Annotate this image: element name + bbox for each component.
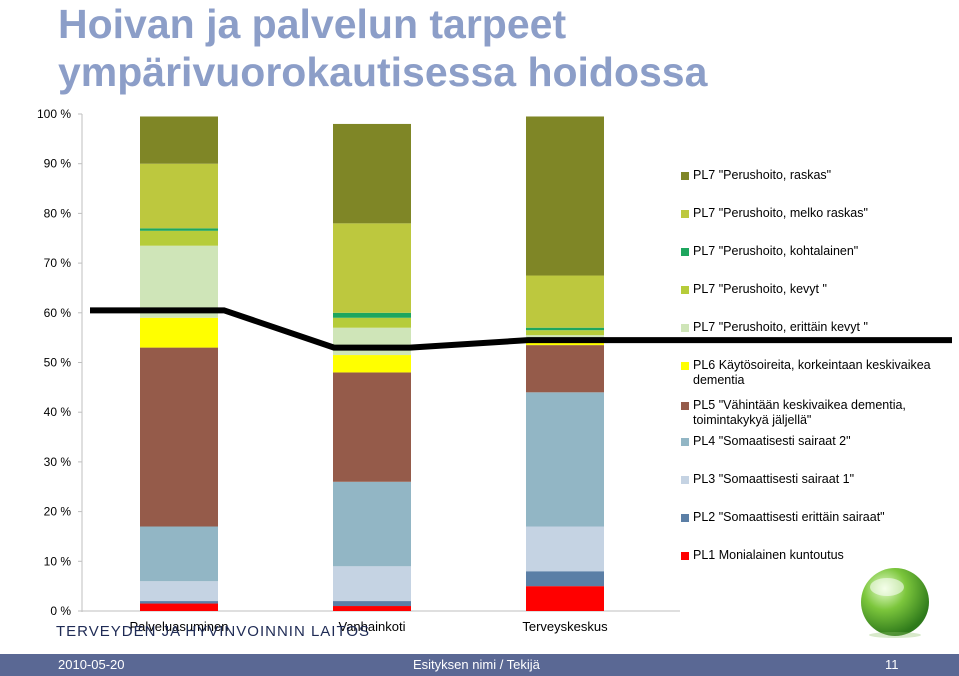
legend-item: PL4 "Somaatisesti sairaat 2" bbox=[681, 434, 957, 449]
legend-label: PL2 "Somaattisesti erittäin sairaat" bbox=[693, 510, 885, 524]
bar-segment bbox=[333, 355, 411, 373]
legend-item: PL7 "Perushoito, melko raskas" bbox=[681, 206, 957, 221]
y-tick-label: 0 % bbox=[50, 604, 71, 618]
y-tick-label: 10 % bbox=[44, 554, 72, 568]
bar-segment bbox=[333, 481, 411, 567]
y-tick-label: 90 % bbox=[44, 157, 72, 171]
legend-swatch bbox=[681, 324, 689, 332]
bar-segment bbox=[333, 372, 411, 482]
bar-segment bbox=[526, 275, 604, 328]
bar-segment bbox=[333, 601, 411, 607]
y-tick-label: 50 % bbox=[44, 356, 72, 370]
y-tick-label: 20 % bbox=[44, 505, 72, 519]
legend-swatch bbox=[681, 476, 689, 484]
bar-segment bbox=[140, 116, 218, 164]
legend-item: PL2 "Somaattisesti erittäin sairaat" bbox=[681, 510, 957, 525]
bar-segment bbox=[333, 123, 411, 224]
bar-segment bbox=[333, 317, 411, 328]
legend-label: PL7 "Perushoito, raskas" bbox=[693, 168, 832, 182]
bar-segment bbox=[526, 586, 604, 611]
bar-segment bbox=[140, 230, 218, 246]
footer-page-number: 11 bbox=[885, 657, 899, 672]
y-tick-label: 70 % bbox=[44, 256, 72, 270]
footer-bar: 2010-05-20 Esityksen nimi / Tekijä 11 bbox=[0, 654, 959, 676]
bar-segment bbox=[526, 392, 604, 527]
bar-segment bbox=[526, 116, 604, 276]
legend-label: PL7 "Perushoito, kevyt " bbox=[693, 282, 827, 296]
legend-item: PL5 "Vähintään keskivaikea dementia, toi… bbox=[681, 398, 957, 428]
legend-item: PL6 Käytösoireita, korkeintaan keskivaik… bbox=[681, 358, 957, 388]
x-tick-label: Terveyskeskus bbox=[522, 619, 608, 634]
bar-segment bbox=[333, 327, 411, 356]
bar-segment bbox=[526, 342, 604, 346]
legend-swatch bbox=[681, 210, 689, 218]
bar-segment bbox=[140, 603, 218, 611]
bar-segment bbox=[140, 245, 218, 318]
legend-swatch bbox=[681, 286, 689, 294]
threshold-line bbox=[90, 307, 952, 351]
bar-segment bbox=[333, 566, 411, 602]
bar-segment bbox=[526, 345, 604, 393]
y-tick-label: 30 % bbox=[44, 455, 72, 469]
x-axis-labels: Palveluasuminen Vanhainkoti Terveyskeskus bbox=[129, 619, 608, 634]
bar-segment bbox=[333, 223, 411, 313]
bar-stacks bbox=[140, 116, 604, 611]
bar-segment bbox=[333, 312, 411, 318]
y-tick-label: 100 % bbox=[37, 107, 71, 121]
x-tick-label: Vanhainkoti bbox=[339, 619, 406, 634]
legend-item: PL1 Monialainen kuntoutus bbox=[681, 548, 957, 563]
bar-segment bbox=[526, 526, 604, 572]
y-axis-ticks: 0 % 10 % 20 % 30 % 40 % 50 % 60 % 70 % 80 % 90 % 1… bbox=[37, 107, 82, 618]
legend-label: PL3 "Somaattisesti sairaat 1" bbox=[693, 472, 855, 486]
bar-segment bbox=[140, 228, 218, 231]
legend-item: PL7 "Perushoito, kohtalainen" bbox=[681, 244, 957, 259]
bar-segment bbox=[140, 601, 218, 604]
bar-segment bbox=[140, 526, 218, 582]
legend-label: PL7 "Perushoito, erittäin kevyt " bbox=[693, 320, 868, 334]
legend-label: PL7 "Perushoito, kohtalainen" bbox=[693, 244, 859, 258]
bar-segment bbox=[140, 163, 218, 229]
organization-logo-text: TERVEYDEN JA HYVINVOINNIN LAITOS bbox=[56, 623, 371, 640]
legend-label: PL4 "Somaatisesti sairaat 2" bbox=[693, 434, 851, 448]
legend-label: PL7 "Perushoito, melko raskas" bbox=[693, 206, 868, 220]
footer-date: 2010-05-20 bbox=[58, 657, 125, 672]
legend-swatch bbox=[681, 552, 689, 560]
legend-swatch bbox=[681, 172, 689, 180]
bar-segment bbox=[140, 581, 218, 602]
legend-swatch bbox=[681, 514, 689, 522]
bar-segment bbox=[526, 330, 604, 336]
y-tick-label: 60 % bbox=[44, 306, 72, 320]
threshold-line-layer bbox=[90, 307, 952, 351]
bar-segment bbox=[526, 571, 604, 587]
bar-segment bbox=[140, 317, 218, 348]
legend-label: PL1 Monialainen kuntoutus bbox=[693, 548, 844, 562]
legend-swatch bbox=[681, 438, 689, 446]
footer-presenter: Esityksen nimi / Tekijä bbox=[413, 657, 540, 672]
legend-label: PL6 Käytösoireita, korkeintaan keskivaik… bbox=[693, 358, 931, 387]
legend-swatch bbox=[681, 362, 689, 370]
legend-item: PL3 "Somaattisesti sairaat 1" bbox=[681, 472, 957, 487]
legend-item: PL7 "Perushoito, erittäin kevyt " bbox=[681, 320, 957, 335]
legend-item: PL7 "Perushoito, raskas" bbox=[681, 168, 957, 183]
legend-label: PL5 "Vähintään keskivaikea dementia, toi… bbox=[693, 398, 906, 427]
green-globe-icon bbox=[861, 568, 929, 638]
legend-item: PL7 "Perushoito, kevyt " bbox=[681, 282, 957, 297]
bar-segment bbox=[526, 327, 604, 331]
bar-segment bbox=[140, 347, 218, 527]
x-tick-label: Palveluasuminen bbox=[129, 619, 228, 634]
y-tick-label: 40 % bbox=[44, 405, 72, 419]
bar-segment bbox=[333, 606, 411, 611]
slide-title: Hoivan ja palvelun tarpeet ympärivuoroka… bbox=[58, 1, 708, 95]
legend-swatch bbox=[681, 402, 689, 410]
y-tick-label: 80 % bbox=[44, 206, 72, 220]
legend-swatch bbox=[681, 248, 689, 256]
